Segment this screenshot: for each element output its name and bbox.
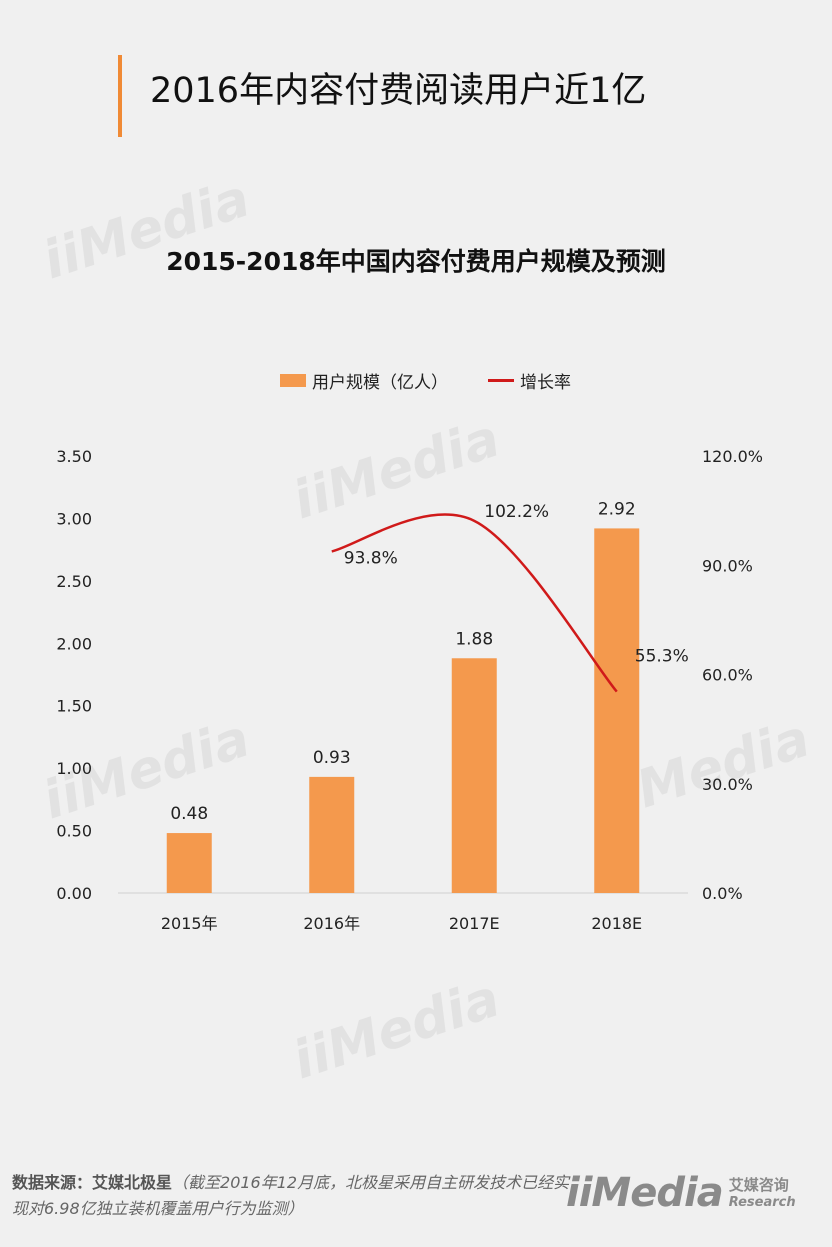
y-tick-label: 0.50 [56, 822, 92, 841]
bar-value-label: 1.88 [455, 629, 493, 649]
x-tick-label: 2018E [591, 914, 642, 933]
x-tick-label: 2016年 [303, 914, 360, 933]
y-tick-label: 3.50 [56, 447, 92, 466]
page-title: 2016年内容付费阅读用户近1亿 [150, 71, 647, 111]
legend-line-swatch [488, 379, 514, 382]
bar-value-label: 2.92 [598, 499, 636, 519]
legend-label-line: 增长率 [520, 373, 571, 393]
logo-text: 艾媒咨询 Research [729, 1174, 796, 1210]
chart-legend: 用户规模（亿人） 增长率 [280, 368, 571, 393]
title-accent-bar [118, 55, 122, 137]
legend-bar-swatch [280, 374, 306, 387]
growth-rate-line [331, 513, 618, 693]
source-note: 数据来源：艾媒北极星（截至2016年12月底，北极星采用自主研发技术已经实现对6… [12, 1170, 572, 1222]
chart-svg: 0.00 0.50 1.00 1.50 2.00 2.50 3.00 3.50 0.0% 30.0… [56, 447, 763, 933]
bar-value-label: 0.48 [170, 804, 208, 824]
bar [309, 776, 355, 893]
bar-value-label: 0.93 [313, 748, 351, 768]
logo-mark: iiMedia [566, 1170, 724, 1216]
y2-tick-label: 0.0% [702, 884, 743, 903]
y-tick-label: 2.00 [56, 634, 92, 653]
legend-label-bar: 用户规模（亿人） [312, 373, 448, 393]
x-tick-label: 2017E [449, 914, 500, 933]
y2-tick-label: 120.0% [702, 447, 763, 466]
bar [594, 528, 640, 893]
bar [166, 833, 212, 893]
y2-tick-label: 60.0% [702, 666, 753, 685]
growth-rate-label: 55.3% [635, 647, 689, 667]
y2-tick-label: 30.0% [702, 775, 753, 794]
logo-cn: 艾媒咨询 [728, 1176, 789, 1194]
logo: iiMedia 艾媒咨询 Research [566, 1170, 796, 1216]
x-tick-label: 2015年 [161, 914, 218, 933]
source-detail: （截至2016年12月底，北极星采用自主研发技术已经实现对6.98亿独立装机覆盖… [12, 1173, 570, 1218]
bar [451, 658, 497, 893]
logo-en: Research [728, 1195, 796, 1210]
growth-rate-label: 102.2% [484, 502, 549, 522]
y-tick-label: 1.50 [56, 697, 92, 716]
y-tick-label: 2.50 [56, 572, 92, 591]
y2-tick-label: 90.0% [702, 556, 753, 575]
source-head: 数据来源：艾媒北极星 [12, 1173, 173, 1192]
y-tick-label: 0.00 [56, 884, 92, 903]
y-tick-label: 3.00 [56, 509, 92, 528]
y-tick-label: 1.00 [56, 759, 92, 778]
chart-title: 2015-2018年中国内容付费用户规模及预测 [166, 247, 666, 276]
growth-rate-label: 93.8% [344, 548, 398, 568]
